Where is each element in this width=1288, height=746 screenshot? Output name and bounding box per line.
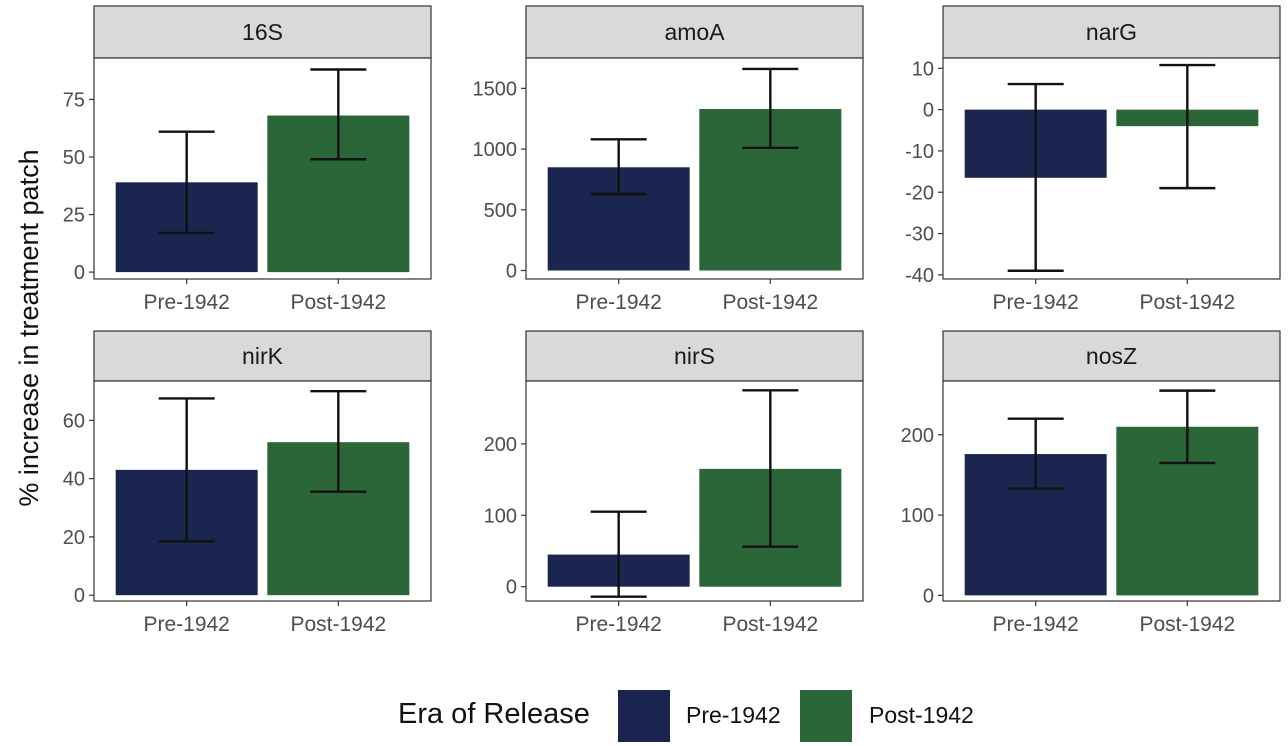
y-tick-label-narg: 10 — [912, 58, 934, 80]
x-tick-label-narg: Pre-1942 — [992, 291, 1078, 314]
panel-nirk: nirK 0 20 40 60 Pre-1942 Post-1942 — [63, 330, 432, 636]
x-tick-label-nirk: Pre-1942 — [143, 613, 229, 636]
legend-label-post-1942: Post-1942 — [869, 702, 974, 728]
strip-label-nirk: nirK — [242, 343, 284, 369]
strip-nosz — [942, 330, 1281, 382]
panel-nosz: nosZ 0 100 200 Pre-1942 Post-1942 — [901, 330, 1281, 636]
strip-label-narg: narG — [1086, 19, 1137, 45]
legend-label-pre-1942: Pre-1942 — [686, 702, 781, 728]
error-bar-nirs-pre-1942 — [590, 510, 647, 598]
x-tick-label-nirs: Post-1942 — [722, 613, 818, 636]
error-bar-nirk-post-1942 — [310, 389, 367, 493]
panel-border-narg — [942, 57, 1281, 280]
x-tick-label-16s: Pre-1942 — [143, 291, 229, 314]
y-tick-label-amoa: 1000 — [473, 139, 518, 161]
y-tick-label-nirs: 200 — [484, 434, 517, 456]
y-tick-label-amoa: 1500 — [473, 78, 518, 100]
error-bar-narg-pre-1942 — [1007, 82, 1064, 272]
x-tick-label-amoa: Pre-1942 — [575, 291, 661, 314]
panel-border-nirs — [525, 380, 864, 602]
error-bar-nosz-post-1942 — [1159, 389, 1216, 465]
y-tick-label-narg: -40 — [905, 265, 934, 287]
y-tick-label-narg: -20 — [905, 182, 934, 204]
y-tick-label-nosz: 0 — [923, 585, 934, 607]
panel-narg: narG -40 -30 -20 -10 0 10 Pre-1942 Post-1942 — [905, 5, 1281, 314]
y-tick-label-nirs: 0 — [506, 577, 517, 599]
error-bar-16s-pre-1942 — [158, 130, 215, 235]
y-tick-label-narg: 0 — [923, 100, 934, 122]
strip-nirs — [525, 330, 864, 382]
x-tick-label-nirs: Pre-1942 — [575, 613, 661, 636]
y-tick-label-16s: 0 — [74, 262, 85, 284]
y-tick-label-nirk: 60 — [63, 410, 85, 432]
panel-border-amoa — [525, 57, 864, 280]
y-tick-label-narg: -30 — [905, 224, 934, 246]
legend: Era of Release Pre-1942 Post-1942 — [0, 686, 1288, 746]
strip-16s — [93, 5, 432, 59]
y-tick-label-16s: 50 — [63, 147, 85, 169]
x-tick-label-nosz: Pre-1942 — [992, 613, 1078, 636]
legend-key-post-1942 — [800, 690, 852, 742]
strip-label-nosz: nosZ — [1086, 343, 1137, 369]
strip-narg — [942, 5, 1281, 59]
strip-nirk — [93, 330, 432, 382]
x-tick-label-amoa: Post-1942 — [722, 291, 818, 314]
y-tick-label-16s: 25 — [63, 205, 85, 227]
y-tick-label-nirk: 0 — [74, 585, 85, 607]
strip-label-amoa: amoA — [664, 19, 725, 45]
x-tick-label-nosz: Post-1942 — [1139, 613, 1235, 636]
y-tick-label-nirs: 100 — [484, 505, 517, 527]
error-bar-nirs-post-1942 — [742, 389, 799, 548]
panel-nirs: nirS 0 100 200 Pre-1942 Post-1942 — [484, 330, 864, 636]
panel-border-16s — [93, 57, 432, 280]
y-tick-label-narg: -10 — [905, 141, 934, 163]
y-tick-label-amoa: 500 — [484, 200, 517, 222]
panel-amoa: amoA 0 500 1000 1500 Pre-1942 Post-1942 — [473, 5, 864, 314]
error-bar-amoa-pre-1942 — [590, 138, 647, 196]
panel-border-nosz — [942, 380, 1281, 602]
strip-label-nirs: nirS — [674, 343, 715, 369]
error-bar-nirk-pre-1942 — [158, 397, 215, 543]
x-tick-label-narg: Post-1942 — [1139, 291, 1235, 314]
error-bar-amoa-post-1942 — [742, 67, 799, 150]
y-axis-label: % increase in treatment patch — [14, 149, 44, 506]
y-tick-label-nosz: 200 — [901, 425, 934, 447]
panel-border-nirk — [93, 380, 432, 602]
panel-16s: 16S 0 25 50 75 Pre-1942 Post-1942 — [63, 5, 432, 314]
x-tick-label-16s: Post-1942 — [290, 291, 386, 314]
strip-label-16s: 16S — [242, 19, 283, 45]
y-tick-label-16s: 75 — [63, 89, 85, 111]
legend-key-pre-1942 — [618, 690, 670, 742]
error-bar-16s-post-1942 — [310, 68, 367, 161]
y-tick-label-nirk: 20 — [63, 527, 85, 549]
y-tick-label-amoa: 0 — [506, 261, 517, 283]
error-bar-nosz-pre-1942 — [1007, 417, 1064, 490]
strip-amoa — [525, 5, 864, 59]
legend-title: Era of Release — [398, 698, 590, 730]
y-tick-label-nirk: 40 — [63, 469, 85, 491]
faceted-bar-chart: % increase in treatment patch 16S 0 25 50 75… — [14, 5, 1281, 636]
y-tick-label-nosz: 100 — [901, 505, 934, 527]
x-tick-label-nirk: Post-1942 — [290, 613, 386, 636]
error-bar-narg-post-1942 — [1159, 63, 1216, 190]
